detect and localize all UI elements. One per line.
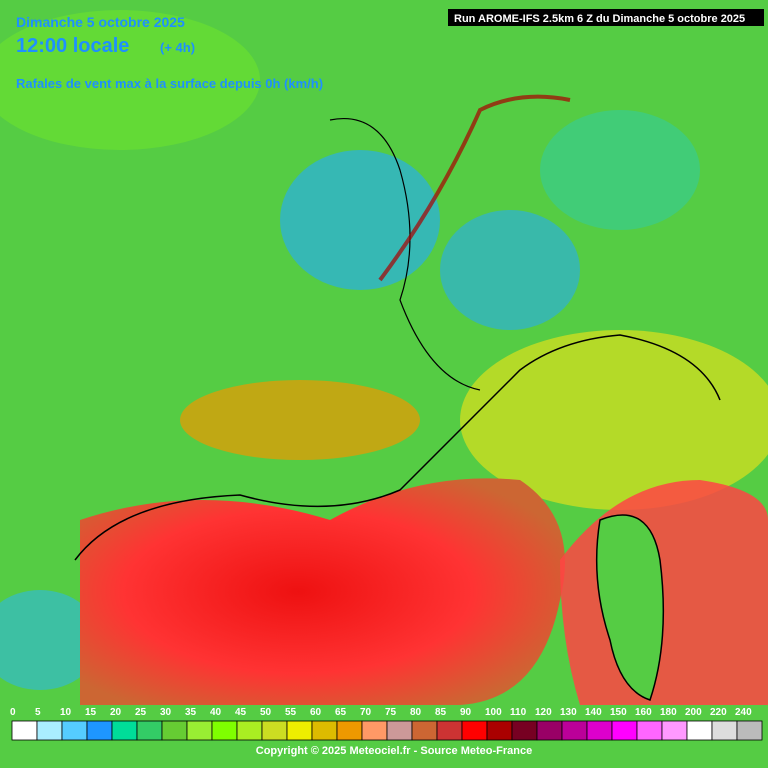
legend-label: 70 (360, 707, 372, 718)
legend-label: 110 (510, 707, 527, 718)
legend-label: 90 (460, 707, 472, 718)
legend-label: 100 (485, 707, 502, 718)
legend-swatch (711, 720, 738, 741)
parameter: Rafales de vent max à la surface depuis … (16, 76, 323, 91)
legend-label: 200 (685, 707, 702, 718)
date: Dimanche 5 octobre 2025 (16, 14, 185, 30)
wind-area (0, 590, 100, 690)
legend-label: 5 (35, 707, 41, 718)
legend-label: 160 (635, 707, 652, 718)
legend-label: 240 (735, 707, 752, 718)
legend-label: 35 (185, 707, 197, 718)
legend-label: 150 (610, 707, 627, 718)
legend-swatch (86, 720, 113, 741)
legend-label: 15 (85, 707, 97, 718)
wind-area (280, 150, 440, 290)
legend-label: 120 (535, 707, 552, 718)
legend-swatch (686, 720, 713, 741)
legend-swatch (11, 720, 38, 741)
legend: 0 5 10 15 20 25 30 35 40 45 50 55 60 65 70 75 80 85 90 100 1… (10, 707, 763, 741)
legend-label: 220 (710, 707, 727, 718)
sea-wind-area (80, 478, 565, 705)
legend-swatch (486, 720, 513, 741)
legend-label: 75 (385, 707, 397, 718)
legend-swatch (661, 720, 688, 741)
legend-swatch (436, 720, 463, 741)
footer-background (0, 742, 768, 768)
border (329, 118, 481, 391)
wind-area (0, 10, 260, 150)
time: 12:00 locale (16, 35, 129, 57)
legend-swatch (136, 720, 163, 741)
legend-swatch (336, 720, 363, 741)
legend-swatch (111, 720, 138, 741)
legend-swatch (611, 720, 638, 741)
run-label: Run AROME-IFS 2.5km 6 Z du Dimanche 5 oc… (454, 13, 745, 25)
offset: (+ 4h) (160, 40, 195, 55)
legend-swatch (286, 720, 313, 741)
wind-area (540, 110, 700, 230)
legend-swatch (586, 720, 613, 741)
coastline (74, 334, 721, 561)
copyright: Copyright © 2025 Meteociel.fr - Source M… (256, 745, 532, 757)
legend-label: 55 (285, 707, 297, 718)
legend-swatch (736, 720, 763, 741)
legend-label: 45 (235, 707, 247, 718)
legend-swatch (311, 720, 338, 741)
wind-area (180, 380, 420, 460)
legend-label: 180 (660, 707, 677, 718)
legend-swatch (636, 720, 663, 741)
legend-swatch (236, 720, 263, 741)
legend-label: 60 (310, 707, 322, 718)
legend-swatch (536, 720, 563, 741)
legend-label: 25 (135, 707, 147, 718)
legend-swatch (461, 720, 488, 741)
legend-swatch (411, 720, 438, 741)
legend-label: 0 (10, 707, 16, 718)
legend-label: 85 (435, 707, 447, 718)
legend-label: 40 (210, 707, 222, 718)
legend-swatch (161, 720, 188, 741)
legend-swatch (61, 720, 88, 741)
run-label-background (448, 9, 764, 26)
legend-label: 50 (260, 707, 272, 718)
legend-swatch (186, 720, 213, 741)
legend-swatch (561, 720, 588, 741)
legend-swatch (211, 720, 238, 741)
wind-area (460, 330, 768, 510)
legend-swatch (386, 720, 413, 741)
legend-label: 140 (585, 707, 602, 718)
legend-label: 80 (410, 707, 422, 718)
legend-swatch (36, 720, 63, 741)
legend-label: 130 (560, 707, 577, 718)
wind-area (440, 210, 580, 330)
legend-label: 30 (160, 707, 172, 718)
legend-label: 10 (60, 707, 72, 718)
legend-label: 20 (110, 707, 122, 718)
corsica (595, 514, 665, 701)
legend-swatch (511, 720, 538, 741)
legend-label: 65 (335, 707, 347, 718)
legend-swatch (361, 720, 388, 741)
relief-gusts (378, 94, 571, 282)
legend-swatch (261, 720, 288, 741)
